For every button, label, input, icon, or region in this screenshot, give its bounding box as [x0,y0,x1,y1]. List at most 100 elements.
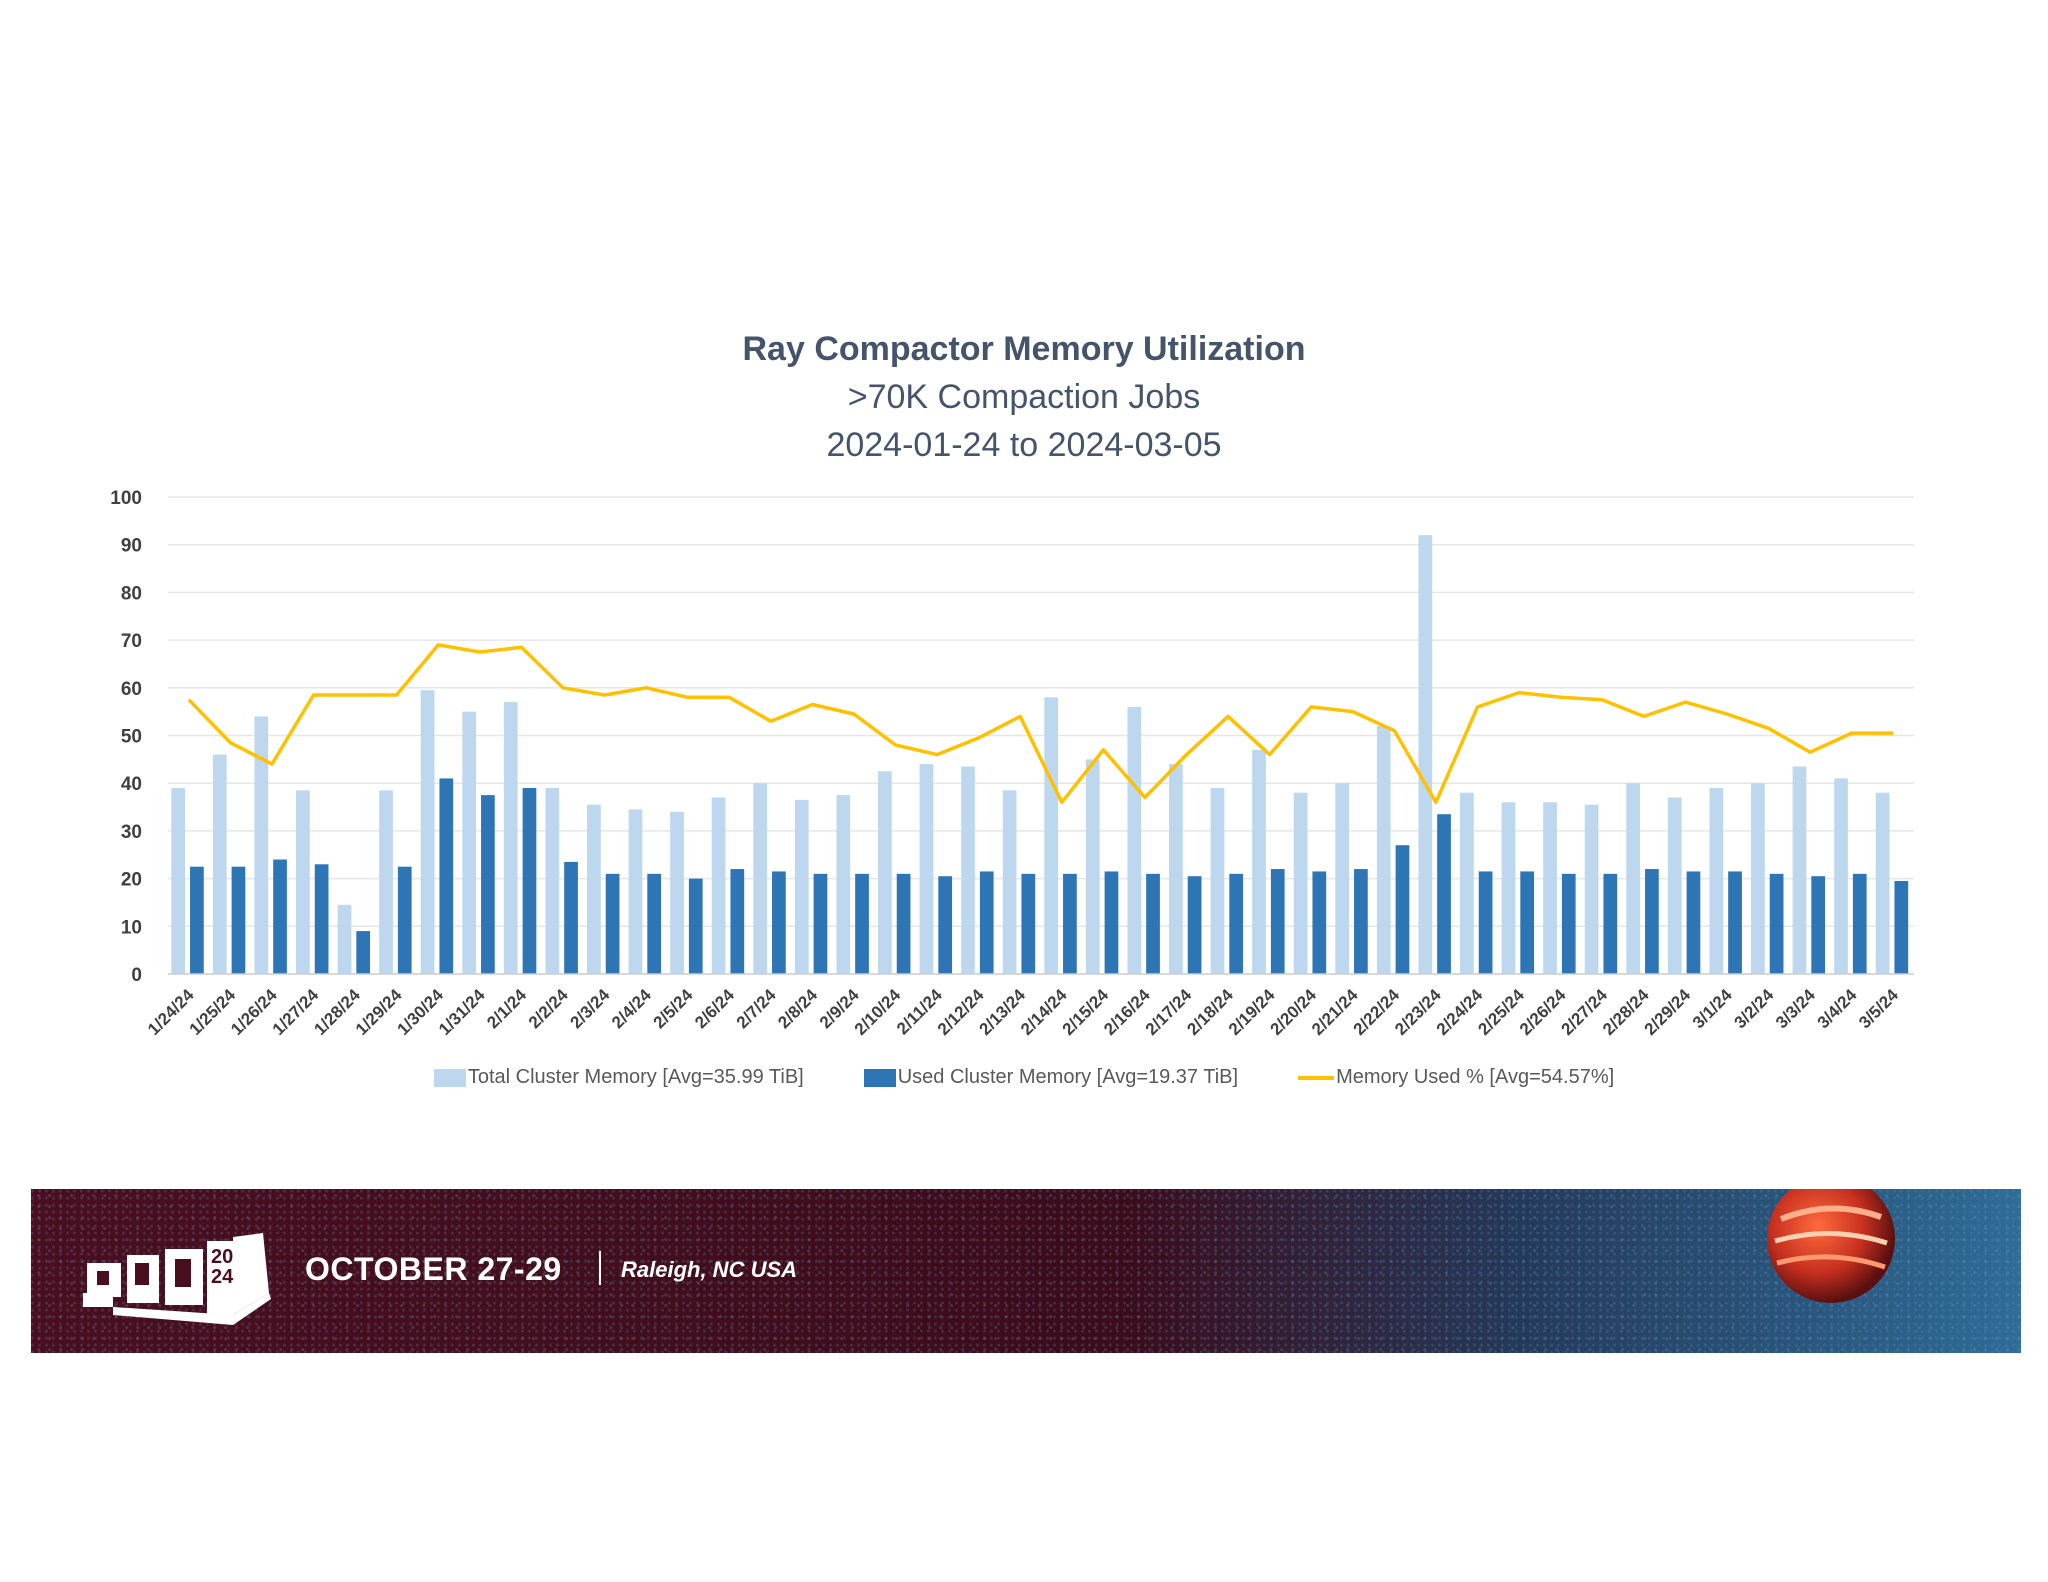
x-tick-label: 2/3/24 [566,985,613,1032]
bar-total [753,783,768,974]
bar-used [896,873,911,974]
chart-title: Ray Compactor Memory Utilization [742,330,1306,368]
bar-total [1044,697,1059,974]
bar-total [1002,790,1017,974]
bar-total [1460,792,1474,974]
x-tick-label: 2/4/24 [608,985,655,1032]
bar-total [462,711,477,974]
x-tick-label: 3/3/24 [1772,985,1819,1032]
bar-used [772,871,786,974]
bar-used [356,931,371,974]
bar-used [1437,814,1451,974]
bar-used [1395,845,1410,974]
bar-used [1520,871,1535,974]
bar-used [481,795,495,974]
bar-used [979,871,994,974]
legend-label-percent: Memory Used % [Avg=54.57%] [1336,1066,1615,1088]
bar-used [1063,873,1077,974]
bar-total [1085,759,1100,974]
bar-used [688,878,703,974]
bar-used [1686,871,1701,974]
bar-used [1811,876,1826,974]
chart-legend: Total Cluster Memory [Avg=35.99 TiB] Use… [0,1066,2048,1089]
bar-total [1210,787,1225,974]
event-date: OCTOBER 27-29 [305,1251,562,1287]
bar-total [1543,802,1557,974]
bar-used [190,866,204,974]
y-tick-label: 50 [121,727,142,748]
bar-total [836,795,851,974]
logo-year-top: 20 [211,1246,233,1268]
x-tick-label: 2/10/24 [851,985,905,1039]
bar-used [1894,880,1909,974]
bar-total [379,790,393,974]
bar-total [503,702,518,974]
bar-total [1501,802,1516,974]
y-tick-label: 80 [121,583,142,604]
bar-used [397,866,412,974]
bar-total [919,764,934,974]
bar-total [587,804,601,974]
bar-used [231,866,246,974]
bar-total [1252,749,1266,974]
bar-used [1852,873,1867,974]
legend-swatch-percent [1298,1075,1335,1080]
y-tick-label: 30 [121,822,142,843]
bar-used [564,861,578,974]
planet-icon [1767,1189,1895,1303]
x-tick-label: 3/1/24 [1689,985,1736,1032]
bar-total [420,690,435,974]
x-tick-label: 3/4/24 [1814,985,1861,1032]
line-memory-used-percent [187,643,1894,805]
legend-item-total: Total Cluster Memory [Avg=35.99 TiB] [433,1066,804,1089]
x-tick-label: 2/1/24 [483,985,530,1032]
bar-total [1376,725,1391,974]
bar-total [711,797,726,974]
logo-year-bottom: 24 [211,1266,234,1288]
bar-total [1709,787,1724,974]
bar-total [1875,792,1890,974]
bar-total [961,766,975,974]
y-tick-label: 10 [121,917,142,938]
bar-total [1751,783,1765,974]
event-banner: 20 24 OCTOBER 27-29 Raleigh, NC USA [31,1189,2021,1353]
bar-used [1229,873,1244,974]
bar-total [337,904,352,974]
bar-used [1312,871,1327,974]
bar-used [439,778,454,974]
y-tick-label: 100 [110,488,142,509]
x-tick-label: 2/6/24 [691,985,738,1032]
bar-total [670,811,684,974]
bar-used [1769,873,1784,974]
banner-texture [31,1189,2021,1353]
x-tick-label: 2/5/24 [650,985,697,1032]
x-tick-label: 3/5/24 [1855,985,1902,1032]
bar-used [1603,873,1618,974]
bar-total [545,787,560,974]
chart-date-range: 2024-01-24 to 2024-03-05 [826,426,1222,464]
bar-total [1335,783,1350,974]
legend-label-used: Used Cluster Memory [Avg=19.37 TiB] [897,1066,1239,1088]
y-tick-label: 0 [131,965,142,986]
bar-used [813,873,828,974]
bar-used [522,787,537,974]
bar-used [938,876,953,974]
bar-total [1626,783,1641,974]
x-tick-label: 1/31/24 [435,985,489,1039]
legend-label-total: Total Cluster Memory [Avg=35.99 TiB] [467,1066,804,1088]
legend-swatch-used [863,1068,896,1087]
legend-item-used: Used Cluster Memory [Avg=19.37 TiB] [863,1066,1239,1089]
legend-item-percent: Memory Used % [Avg=54.57%] [1298,1066,1614,1089]
bar-total [878,771,892,974]
event-logo-icon: 20 24 [83,1233,271,1325]
chart-subtitle: >70K Compaction Jobs [847,378,1201,416]
bar-total [794,799,809,974]
bar-total [171,787,186,974]
y-tick-label: 60 [121,679,142,700]
bar-used [1187,876,1202,974]
bar-used [273,859,287,974]
bar-total [628,809,643,974]
y-tick-label: 20 [121,870,142,891]
x-tick-label: 2/29/24 [1641,985,1695,1039]
bar-total [1667,797,1682,974]
